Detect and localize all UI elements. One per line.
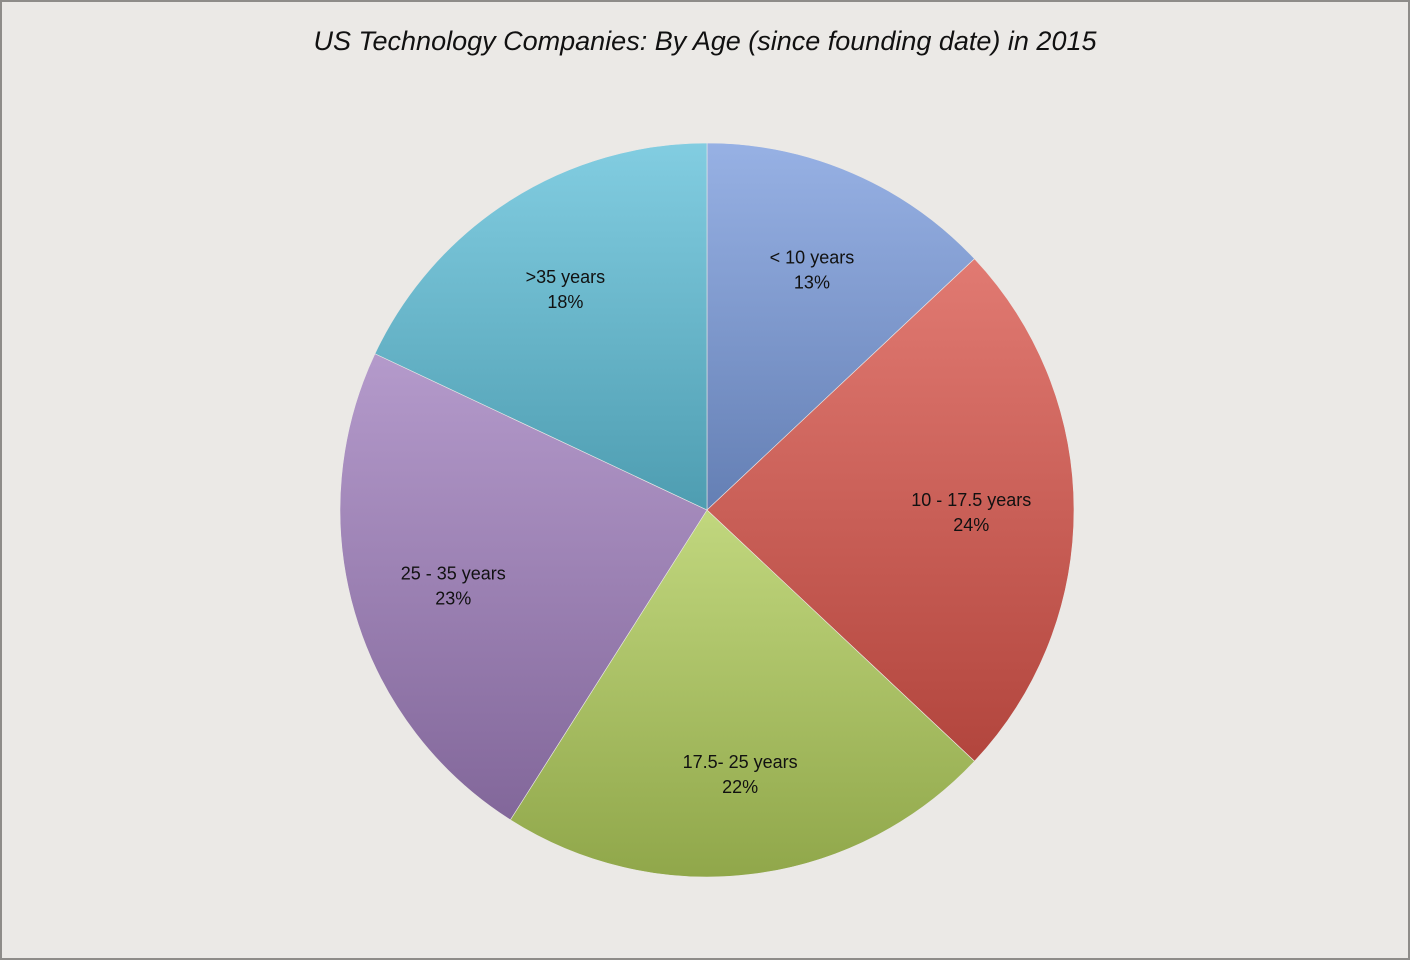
slice-percent-label: 23% — [435, 589, 471, 609]
slice-percent-label: 13% — [794, 272, 830, 292]
slice-category-label: 25 - 35 years — [401, 564, 506, 584]
slice-percent-label: 18% — [547, 292, 583, 312]
slice-category-label: 17.5- 25 years — [683, 752, 798, 772]
chart-title: US Technology Companies: By Age (since f… — [313, 26, 1097, 56]
slice-category-label: 10 - 17.5 years — [911, 490, 1031, 510]
labels-layer: < 10 years 13% 10 - 17.5 years 24% 17.5- 25 … — [401, 247, 1032, 797]
pie-slice — [706, 142, 975, 511]
slice-category-label: < 10 years — [770, 247, 855, 267]
pie-slice — [509, 509, 975, 878]
slice-category-label: >35 years — [526, 267, 606, 287]
slice-percent-label: 22% — [722, 777, 758, 797]
slices-layer — [339, 142, 1075, 878]
slice-percent-label: 24% — [953, 515, 989, 535]
pie-slice — [374, 142, 708, 511]
pie-slice — [706, 258, 1075, 762]
pie-slice — [339, 353, 708, 821]
